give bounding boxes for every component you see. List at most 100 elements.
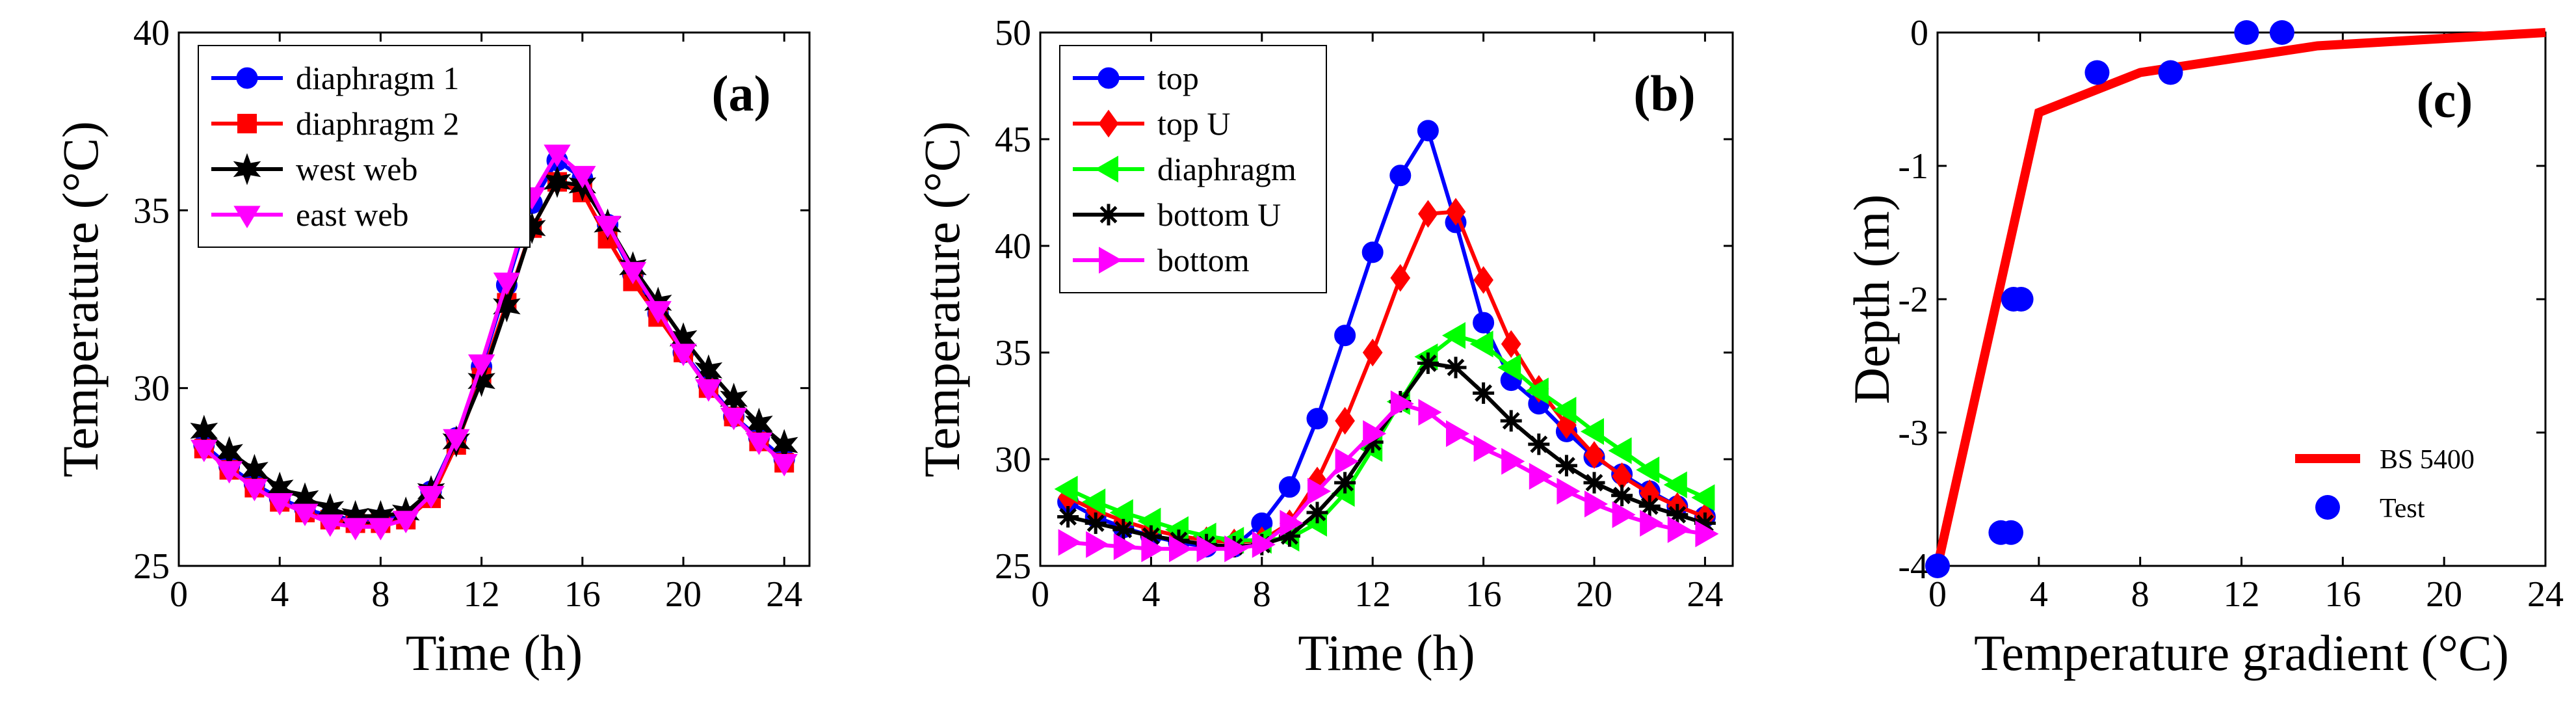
legend-marker (1094, 155, 1118, 183)
data-point (1086, 531, 1110, 558)
data-point (341, 518, 369, 541)
legend: diaphragm 1 diaphragm 2 west web east web (198, 45, 531, 248)
data-point (417, 486, 445, 509)
data-point (569, 166, 596, 189)
y-tick-label: -3 (1898, 413, 1928, 453)
y-tick-label: 35 (995, 333, 1031, 373)
data-point (1278, 525, 1300, 547)
data-point (317, 514, 344, 537)
legend-marker (233, 153, 261, 185)
data-point (1445, 356, 1467, 379)
data-point (266, 493, 293, 516)
series-line (1933, 28, 2546, 567)
x-axis-label: Temperature gradient (°C) (1974, 624, 2509, 681)
x-tick-label: 20 (665, 574, 702, 615)
data-point (1612, 501, 1636, 528)
chart-panel-2: 0 4 8 12 16 20 24 25 30 35 40 45 50 Time (h) Temperatu… (913, 13, 1734, 681)
plot-area-frame (1039, 31, 1734, 567)
data-point (1584, 441, 1605, 469)
data-point (1278, 476, 1300, 498)
x-tick-label: 16 (1465, 574, 1502, 615)
data-point (1663, 471, 1687, 498)
data-point (1584, 490, 1609, 518)
data-point (1529, 462, 1553, 490)
y-tick-label: 0 (1910, 13, 1928, 53)
y-tick-label: 50 (995, 13, 1031, 53)
data-point (1638, 495, 1661, 517)
data-point (1361, 431, 1384, 453)
data-point (467, 365, 495, 397)
data-point (1390, 263, 1411, 292)
data-point (695, 379, 722, 402)
data-point (1280, 509, 1304, 537)
x-tick-label: 8 (1253, 574, 1271, 615)
panel-label: (a) (712, 65, 771, 122)
data-point (1469, 330, 1493, 358)
x-tick-label: 24 (766, 574, 802, 615)
data-point (1501, 330, 1521, 358)
y-tick-label: 30 (995, 440, 1031, 480)
x-tick-label: 20 (1576, 574, 1612, 615)
x-tick-label: 4 (1142, 574, 1160, 615)
legend-label: top (1157, 60, 1199, 96)
data-point (1500, 410, 1522, 432)
data-point (1224, 535, 1248, 563)
data-point (2269, 20, 2294, 45)
x-tick-label: 8 (2131, 574, 2149, 615)
data-point (1168, 529, 1190, 552)
y-axis-label: Depth (m) (1843, 194, 1900, 405)
legend: BS 5400 Test (2295, 445, 2475, 524)
legend-label: BS 5400 (2380, 445, 2475, 475)
data-point (1473, 266, 1493, 294)
data-point (241, 479, 269, 501)
data-point (1418, 399, 1442, 426)
data-point (1528, 433, 1550, 455)
data-point (392, 511, 419, 533)
x-axis-label: Time (h) (406, 624, 583, 681)
data-point (1525, 377, 1549, 405)
data-point (1441, 322, 1465, 349)
data-point (1057, 506, 1079, 528)
data-point (1445, 198, 1466, 226)
data-point (745, 433, 773, 455)
data-point (1497, 354, 1521, 381)
y-tick-label: -4 (1898, 546, 1928, 587)
data-point (644, 301, 672, 324)
data-point (2158, 60, 2183, 85)
data-point (443, 429, 470, 452)
series-line (1067, 361, 1706, 549)
series-bottom (1058, 390, 1719, 563)
data-point (1389, 165, 1412, 187)
x-tick-label: 0 (1031, 574, 1049, 615)
data-point (1501, 448, 1525, 475)
data-point (1058, 529, 1082, 556)
x-tick-label: 24 (1687, 574, 1723, 615)
legend-label: west web (296, 151, 417, 187)
legend-marker (237, 114, 257, 133)
legend-marker (1097, 204, 1120, 226)
data-point (1109, 499, 1133, 526)
data-point (1113, 533, 1137, 561)
data-point (1335, 407, 1355, 435)
x-tick-label: 24 (2527, 574, 2564, 615)
data-point (1196, 535, 1220, 563)
data-point (1555, 455, 1577, 477)
y-tick-label: 25 (133, 546, 170, 587)
data-point (1611, 485, 1633, 507)
x-tick-label: 8 (371, 574, 389, 615)
panel-label: (c) (2417, 72, 2473, 128)
data-point (1169, 535, 1193, 563)
y-axis-label: Temperature (°C) (913, 121, 970, 477)
x-tick-label: 20 (2426, 574, 2462, 615)
x-tick-label: 16 (564, 574, 601, 615)
legend-marker (1098, 109, 1119, 138)
y-tick-label: 45 (995, 120, 1031, 160)
legend: top top U diaphragm bottom U bottom (1059, 45, 1327, 293)
panel-label: (b) (1633, 65, 1695, 122)
legend-label: top U (1157, 105, 1231, 142)
data-point (1473, 312, 1495, 334)
data-point (1925, 554, 1950, 578)
data-point (493, 273, 521, 295)
data-point (594, 215, 622, 239)
